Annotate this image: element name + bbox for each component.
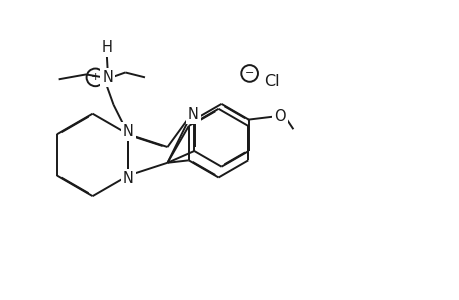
Text: N: N bbox=[123, 171, 134, 186]
Text: H: H bbox=[101, 40, 112, 56]
Text: Cl: Cl bbox=[264, 74, 280, 89]
Text: −: − bbox=[244, 68, 254, 78]
Text: +: + bbox=[90, 72, 100, 82]
Text: N: N bbox=[123, 124, 134, 139]
Text: N: N bbox=[102, 70, 113, 85]
Text: N: N bbox=[187, 107, 198, 122]
Text: O: O bbox=[274, 109, 285, 124]
